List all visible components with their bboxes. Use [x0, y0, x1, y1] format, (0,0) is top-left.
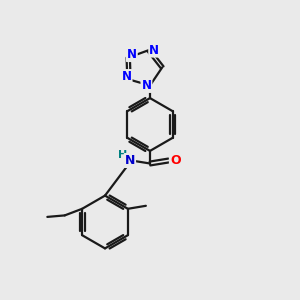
Text: N: N: [127, 48, 137, 61]
Text: H: H: [118, 150, 127, 160]
Text: N: N: [125, 154, 135, 167]
Text: N: N: [149, 44, 159, 57]
Text: O: O: [170, 154, 181, 167]
Text: N: N: [122, 70, 132, 83]
Text: N: N: [141, 79, 152, 92]
